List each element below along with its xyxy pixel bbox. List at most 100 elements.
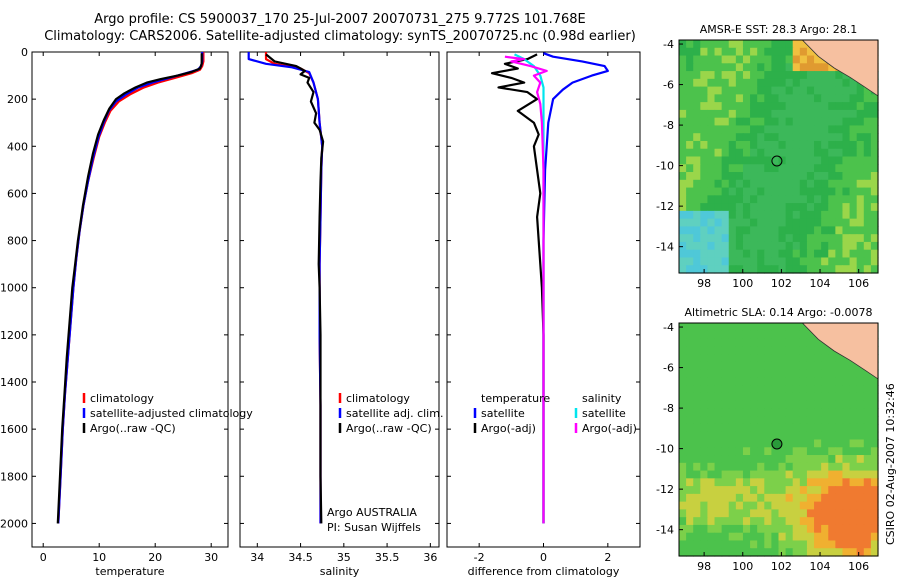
map-cell [778,524,787,534]
map-cell [728,172,737,181]
map-cell [778,102,787,111]
map-cell [750,187,758,196]
map-cell [785,486,794,495]
map-cell [835,210,844,220]
map-x-tick-label: 100 [732,277,753,290]
map-cell [785,517,794,526]
map-cell [778,346,787,355]
map-cell [778,462,787,472]
map-cell [814,517,822,526]
map-cell [679,361,687,371]
map-cell [842,140,851,150]
map-cell [842,210,851,220]
map-cell [750,71,758,80]
map-cell [785,148,794,158]
map-cell [792,455,801,464]
map-cell [764,203,772,212]
map-cell [792,63,801,72]
map-cell [771,509,780,518]
map-cell [856,234,865,243]
map-cell [764,102,772,111]
map-cell [806,532,815,542]
map-cell [785,338,794,347]
map-cell [806,109,815,119]
map-cell [714,47,723,57]
map-cell [799,148,808,158]
legend-salinity-entry: Argo(..raw -QC) [346,422,432,435]
map-cell [764,423,772,433]
map-cell [821,203,829,212]
map-cell [714,78,723,88]
map-cell [778,148,787,158]
map-cell [806,439,815,448]
map-cell [792,40,801,49]
map-cell [785,354,794,363]
y-tick-label: 200 [7,93,28,106]
map-cell [806,78,815,88]
map-cell [849,148,858,158]
map-cell [778,78,787,88]
map-cell [785,470,794,479]
map-cell [856,540,865,549]
map-cell [728,532,737,542]
map-cell [700,47,709,57]
map-cell [785,493,794,503]
map-cell [742,346,751,355]
map-cell [828,156,836,165]
map-cell [764,385,772,394]
map-cell [700,102,709,111]
map-cell [714,408,723,417]
map-cell [728,55,737,64]
map-cell [828,493,836,503]
map-cell [764,338,772,347]
map-cell [735,172,744,181]
map-cell [750,164,758,173]
map-cell [721,203,730,212]
map-cell [750,540,758,549]
map-cell [735,249,744,259]
map-cell [870,226,879,235]
map-cell [735,532,744,542]
map-cell [806,86,815,95]
map-cell [742,431,751,441]
map-cell [835,470,844,479]
map-cell [686,218,694,227]
map-cell [821,86,829,95]
map-cell [714,462,723,472]
map-cell [863,210,872,220]
map-cell [693,40,701,49]
map-cell [842,501,851,510]
map-cell [764,470,772,479]
map-cell [693,540,701,549]
legend-temperature-entry: satellite-adjusted climatology [90,407,253,420]
map-cell [714,156,723,165]
map-cell [757,265,765,274]
map-cell [735,346,744,355]
map-cell [821,241,829,251]
map-cell [849,187,858,196]
map-cell [835,493,844,503]
map-cell [806,346,815,355]
map-cell [856,109,865,119]
map-cell [728,455,737,464]
map-cell [856,532,865,542]
map-cell [721,338,730,347]
map-cell [792,462,801,472]
map-cell [764,517,772,526]
map-cell [806,210,815,220]
map-cell [742,203,751,212]
x-axis-label-temperature: temperature [95,565,164,578]
map-cell [742,218,751,227]
map-cell [842,509,851,518]
map-sla_map: 98 100 102 104 106-4-6-8-10-12-14Altimetric … [656,306,879,573]
map-cell [757,172,765,181]
map-cell [750,117,758,127]
map-cell [828,416,836,425]
map-cell [821,172,829,181]
map-cell [842,408,851,417]
x-tick-label-difference: 2 [604,551,611,564]
map-cell [778,249,787,259]
map-cell [778,241,787,251]
map-cell [799,385,808,394]
